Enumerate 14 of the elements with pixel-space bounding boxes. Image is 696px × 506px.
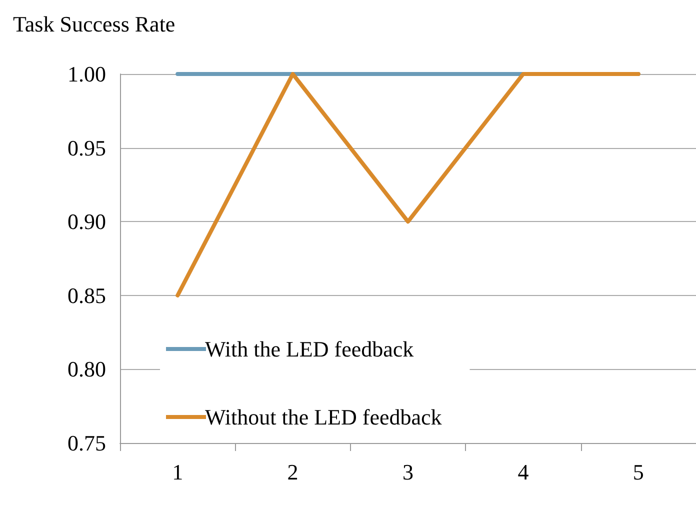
legend-label: With the LED feedback: [205, 336, 414, 362]
legend-label: Without the LED feedback: [205, 404, 442, 430]
x-tick-label: 2: [287, 460, 298, 484]
y-tick-label: 0.75: [68, 430, 106, 456]
x-tick-label: 3: [402, 460, 414, 484]
y-tick-label: 0.95: [68, 135, 106, 160]
y-tick-label: 0.90: [68, 209, 106, 234]
chart-title: Task Success Rate: [13, 12, 176, 36]
y-tick-label: 0.85: [68, 282, 106, 308]
x-tick-label: 1: [172, 460, 184, 484]
x-tick-label: 4: [518, 460, 529, 484]
y-tick-label: 0.80: [68, 356, 106, 382]
y-tick-label: 1.00: [68, 62, 106, 86]
x-tick-label: 5: [632, 460, 644, 484]
